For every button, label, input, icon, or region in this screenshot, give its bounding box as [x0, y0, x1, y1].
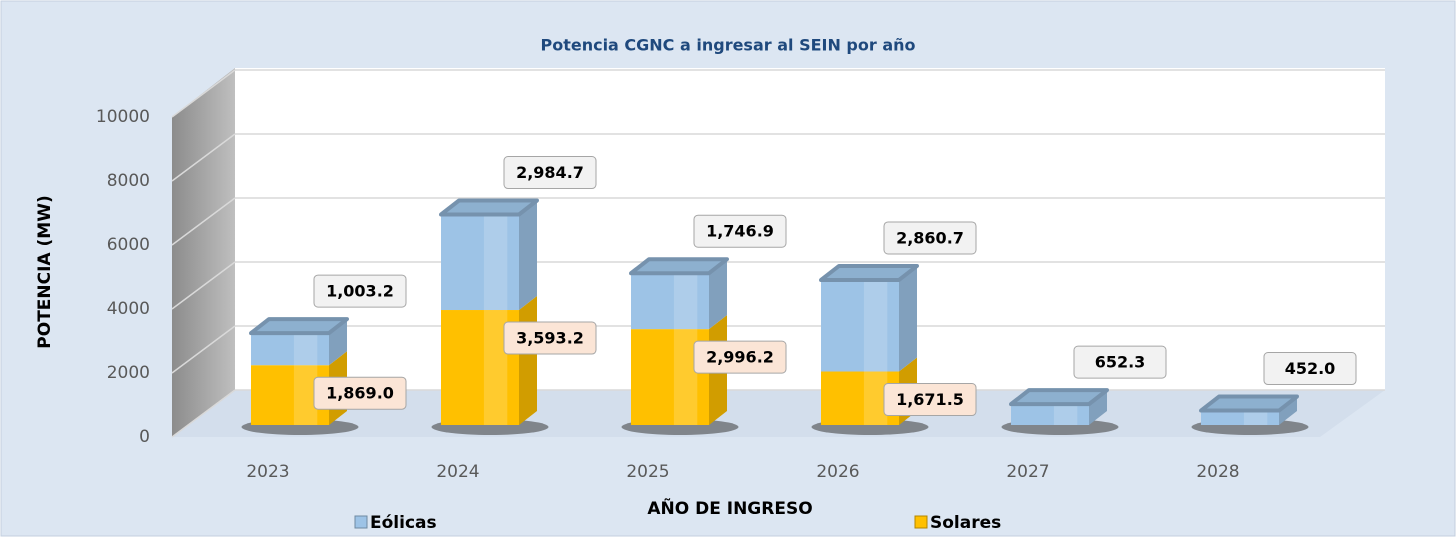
value-label: 2,996.2 — [706, 348, 774, 367]
value-label-box — [1073, 345, 1167, 379]
y-tick-label: 0 — [139, 427, 150, 447]
value-label: 2,860.7 — [896, 228, 964, 247]
bars — [241, 198, 1309, 435]
value-label: 2,984.7 — [516, 163, 584, 182]
legend-label: Solares — [930, 513, 1001, 533]
value-label-box — [693, 214, 787, 248]
grid — [171, 69, 1385, 438]
bar-segment — [441, 296, 537, 425]
x-tick-label: 2025 — [626, 462, 669, 482]
value-label: 3,593.2 — [516, 329, 584, 348]
y-tick-label: 2000 — [107, 363, 150, 383]
value-label-box — [693, 340, 787, 374]
bar-highlight — [483, 310, 508, 425]
bar-segment — [629, 257, 729, 330]
bar-side — [519, 296, 537, 425]
bar-top — [1199, 394, 1299, 413]
bar-front — [251, 333, 329, 366]
bar-segment — [1199, 394, 1299, 425]
value-label-box — [883, 383, 977, 417]
value-label-box — [313, 376, 407, 410]
bar-side — [519, 200, 537, 311]
y-tick-label: 8000 — [107, 171, 150, 191]
grid-line-side — [171, 133, 236, 182]
y-tick-label: 10000 — [96, 107, 150, 127]
grid-line-side — [171, 197, 236, 246]
bar-front — [1201, 410, 1279, 425]
bar-side — [899, 265, 917, 372]
bar-segment — [819, 263, 919, 372]
bar-top — [819, 263, 919, 282]
bar-front — [441, 214, 519, 311]
bar-top — [629, 257, 729, 276]
value-label-box — [313, 274, 407, 308]
bar-highlight — [673, 329, 698, 425]
grid-line-side — [171, 325, 236, 374]
bar-top — [249, 317, 349, 336]
value-label: 652.3 — [1095, 353, 1146, 372]
x-tick-label: 2023 — [246, 462, 289, 482]
grid-line-side — [171, 69, 236, 118]
side-wall — [172, 68, 235, 437]
bar-highlight — [1243, 410, 1268, 425]
x-axis-title: AÑO DE INGRESO — [647, 496, 812, 519]
bar-segment — [249, 317, 349, 366]
legend-label: Eólicas — [370, 513, 437, 533]
bar-highlight — [483, 214, 508, 311]
value-label: 1,003.2 — [326, 282, 394, 301]
bar-highlight — [1053, 404, 1078, 425]
bar-segment — [251, 351, 347, 425]
value-label: 1,869.0 — [326, 384, 394, 403]
y-axis-title: POTENCIA (MW) — [35, 195, 55, 348]
bar-side — [709, 259, 727, 330]
bar-front — [821, 279, 899, 372]
value-label: 1,671.5 — [896, 390, 964, 409]
x-tick-label: 2028 — [1196, 462, 1239, 482]
bar-front — [631, 273, 709, 330]
x-tick-label: 2024 — [436, 462, 479, 482]
bar-segment — [1009, 388, 1109, 425]
bar-front — [1011, 404, 1089, 425]
bar-highlight — [673, 273, 698, 330]
bar-side — [1279, 396, 1297, 425]
bar-segment — [439, 198, 539, 311]
value-label: 452.0 — [1285, 359, 1336, 378]
value-label-box — [1263, 352, 1357, 386]
bar-highlight — [293, 333, 318, 366]
value-label-box — [883, 221, 977, 255]
value-label-box — [503, 156, 597, 190]
x-tick-label: 2027 — [1006, 462, 1049, 482]
legend-swatch — [354, 515, 368, 529]
bar-top — [1009, 388, 1109, 407]
bar-highlight — [293, 365, 318, 425]
x-tick-label: 2026 — [816, 462, 859, 482]
chart-title: Potencia CGNC a ingresar al SEIN por año — [540, 36, 915, 55]
legend-swatch — [914, 515, 928, 529]
bar-side — [1089, 390, 1107, 425]
bar-top — [439, 198, 539, 217]
bar-highlight — [863, 279, 888, 372]
grid-line-side — [171, 261, 236, 310]
grid-line-side — [171, 389, 236, 438]
y-tick-label: 6000 — [107, 235, 150, 255]
bar-highlight — [863, 371, 888, 425]
value-label-box — [503, 321, 597, 355]
value-label: 1,746.9 — [706, 222, 774, 241]
back-wall — [235, 68, 1385, 390]
y-tick-label: 4000 — [107, 299, 150, 319]
